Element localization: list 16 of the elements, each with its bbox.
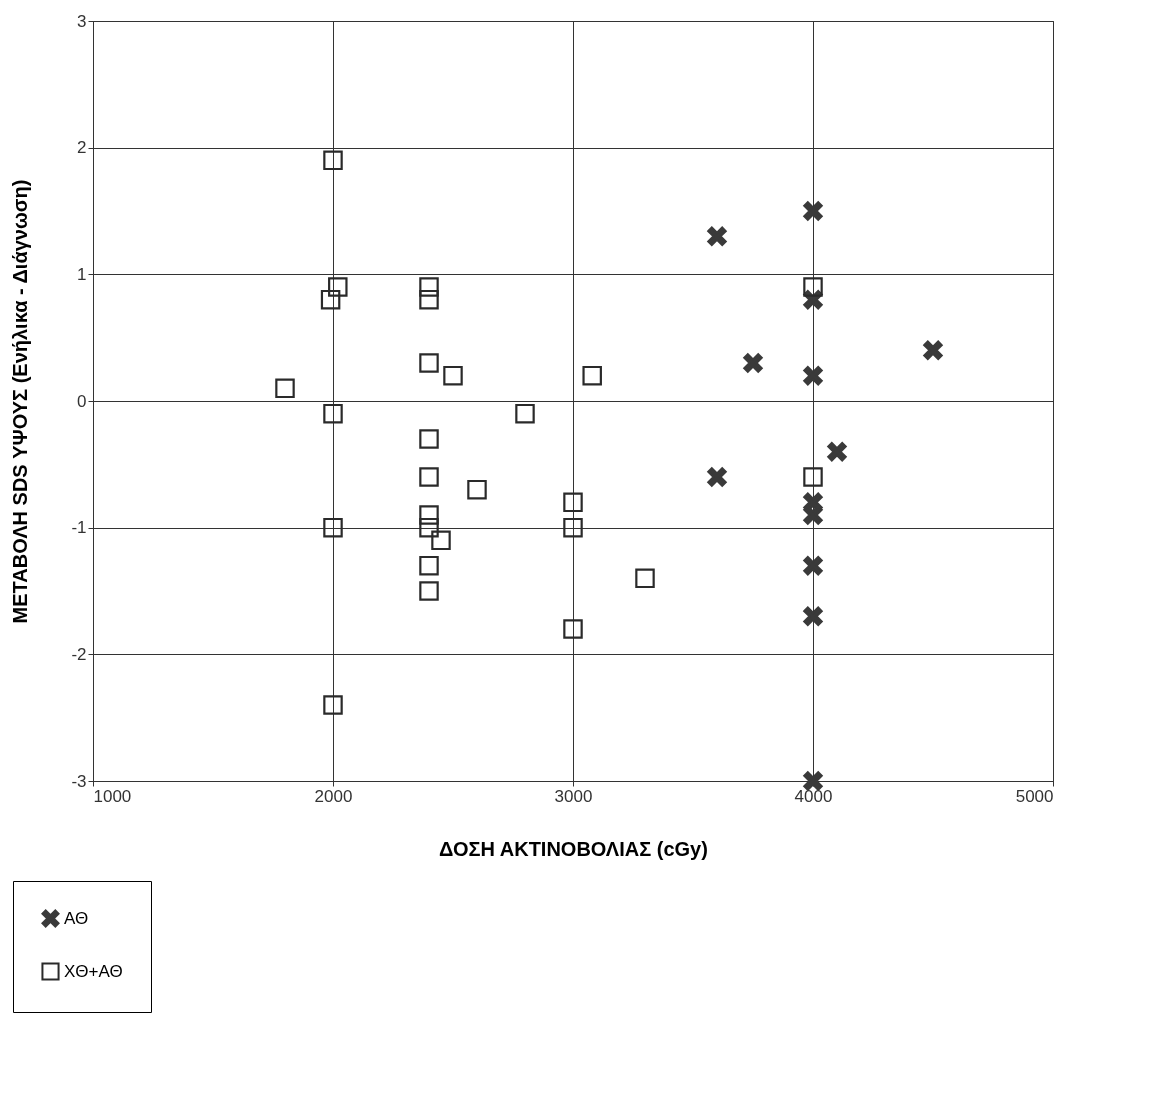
x-tick-label: 3000 bbox=[554, 786, 593, 806]
y-tick-label: -1 bbox=[71, 518, 87, 538]
legend-label: ΧΘ+ΑΘ bbox=[64, 961, 123, 981]
y-tick-label: 0 bbox=[77, 391, 87, 411]
y-tick-label: 3 bbox=[77, 11, 87, 31]
y-tick-label: 2 bbox=[77, 138, 87, 158]
y-tick-label: -2 bbox=[71, 644, 87, 664]
legend-label: ΑΘ bbox=[64, 908, 89, 928]
x-tick-label: 5000 bbox=[1015, 786, 1054, 806]
x-tick-label: 4000 bbox=[794, 786, 833, 806]
y-tick-label: -3 bbox=[71, 771, 87, 791]
x-tick-label: 1000 bbox=[93, 786, 132, 806]
x-tick-label: 2000 bbox=[314, 786, 353, 806]
y-tick-label: 1 bbox=[77, 264, 87, 284]
y-axis-title: ΜΕΤΑΒΟΛΗ SDS ΥΨΟΥΣ (Ενήλικα - Διάγνωση) bbox=[9, 179, 32, 624]
x-axis-title: ΔΟΣΗ ΑΚΤΙΝΟΒΟΛΙΑΣ (cGy) bbox=[439, 837, 708, 860]
